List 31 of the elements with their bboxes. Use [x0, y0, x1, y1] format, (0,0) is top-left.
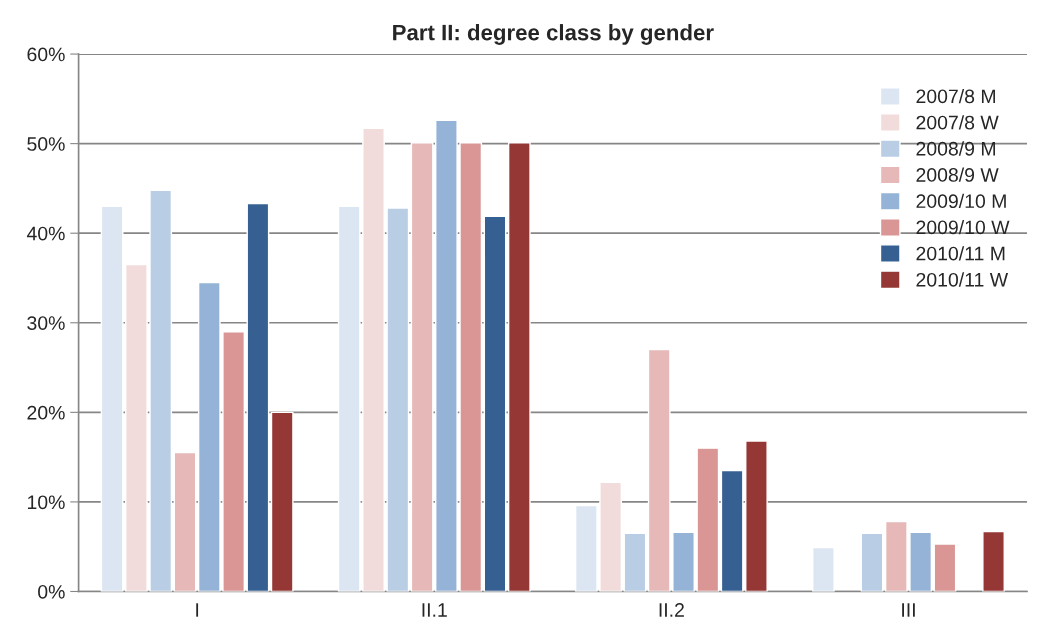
y-tick-label: 0% [38, 584, 65, 599]
y-tick-label: 30% [27, 316, 65, 331]
bar [507, 142, 531, 592]
legend-label: 2007/8 W [916, 115, 999, 130]
y-tick-label: 20% [27, 405, 65, 420]
legend-label: 2007/8 M [916, 88, 995, 104]
bar [933, 543, 957, 592]
x-tick-label: III [902, 603, 915, 617]
x-tick-label: II.1 [422, 603, 447, 617]
bar [623, 532, 647, 592]
legend-label: 2009/10 W [916, 219, 1010, 235]
chart-title: Part II: degree class by gender [393, 24, 714, 45]
legend-label: 2009/10 M [916, 193, 1006, 209]
legend-label: 2008/9 M [916, 141, 995, 156]
bar [100, 205, 124, 592]
legend-label: 2010/11 W [916, 272, 1009, 287]
legend-label: 2008/9 W [916, 167, 999, 182]
bar [812, 546, 835, 592]
legend-label: 2010/11 M [916, 246, 1005, 261]
bar [982, 530, 1005, 592]
x-tick-label: II.2 [659, 603, 684, 617]
bar [173, 451, 197, 592]
y-tick-label: 50% [27, 137, 65, 151]
bar [860, 532, 884, 592]
bar [246, 202, 270, 592]
y-tick-label: 10% [27, 495, 65, 510]
y-tick-label: 60% [27, 47, 65, 62]
bar [483, 215, 507, 592]
x-tick-label: I [196, 603, 199, 617]
y-tick-label: 40% [26, 226, 65, 241]
bar [270, 411, 294, 592]
